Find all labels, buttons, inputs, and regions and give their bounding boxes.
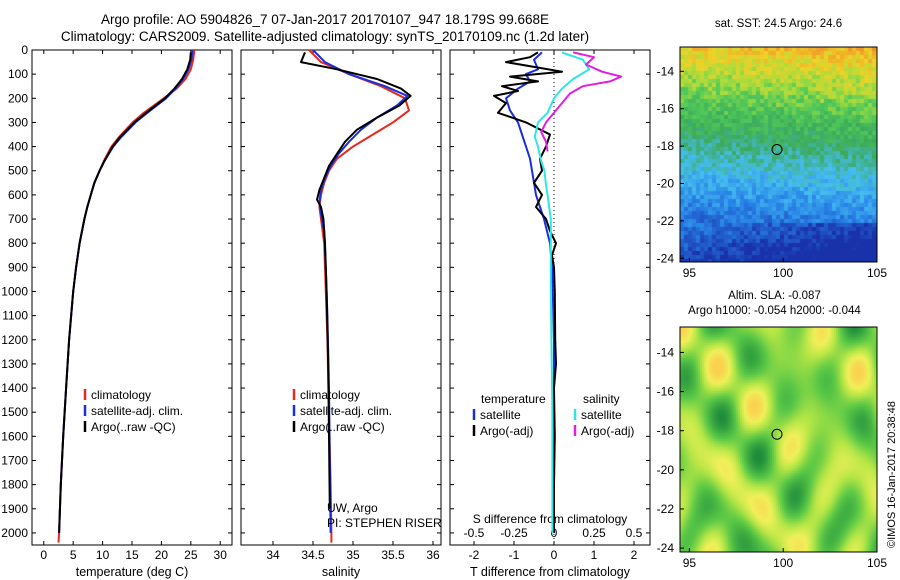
salinity-xlabel: salinity xyxy=(322,565,361,579)
s-diff-tick-label: 0.25 xyxy=(582,526,606,540)
salinity-xtick-label: 35.5 xyxy=(381,548,405,562)
sst-map xyxy=(680,47,877,262)
temperature-legend-label: satellite-adj. clim. xyxy=(91,404,183,418)
depth-tick-label: 1700 xyxy=(1,453,28,467)
salinity-frame xyxy=(240,49,442,546)
depth-tick-label: 500 xyxy=(8,164,28,178)
temp-legend-label: satellite xyxy=(480,408,521,422)
temp-legend-label: Argo(-adj) xyxy=(480,424,533,438)
panel-difference: -2 -1 0 1 2 -0.5 -0.25 0 0.25 0.5S difference fro… xyxy=(449,49,651,579)
difference-xtick-label: -2 xyxy=(469,548,480,562)
salinity-legend-label: climatology xyxy=(300,388,360,402)
timestamp-stamp: ©IMOS 16-Jan-2017 20:38:48 xyxy=(886,401,898,548)
salinity-xtick-label: 35 xyxy=(346,548,360,562)
difference-xtick-label: 2 xyxy=(631,548,638,562)
salinity-xtick-label: 34 xyxy=(266,548,280,562)
depth-tick-label: 400 xyxy=(8,140,28,154)
depth-tick-label: 200 xyxy=(8,91,28,105)
salinity-xtick-label: 36 xyxy=(426,548,440,562)
depth-tick-label: 1900 xyxy=(1,502,28,516)
depth-tick-label: 1000 xyxy=(1,284,28,298)
salinity-series-climatology xyxy=(308,49,410,543)
difference-frame xyxy=(449,49,651,546)
temperature-series-argo xyxy=(58,52,192,533)
temperature-legend-label: Argo(..raw -QC) xyxy=(91,420,176,434)
sal-legend-label: Argo(-adj) xyxy=(581,424,634,438)
s-diff-tick-label: 0.5 xyxy=(626,526,643,540)
s-diff-axis-label: S difference from climatology xyxy=(473,512,628,526)
s-diff-tick-label: -0.25 xyxy=(500,526,528,540)
s-diff-tick-label: -0.5 xyxy=(464,526,485,540)
depth-tick-label: 600 xyxy=(8,188,28,202)
temperature-xtick-label: 10 xyxy=(96,548,110,562)
temperature-xlabel: temperature (deg C) xyxy=(76,565,189,579)
depth-tick-label: 1600 xyxy=(1,429,28,443)
temperature-xtick-label: 30 xyxy=(214,548,228,562)
depth-tick-label: 800 xyxy=(8,236,28,250)
depth-tick-label: 0 xyxy=(21,43,28,57)
difference-xtick-label: 1 xyxy=(591,548,598,562)
depth-tick-label: 2000 xyxy=(1,526,28,540)
difference-series-s-satellite xyxy=(533,51,591,533)
depth-tick-label: 1800 xyxy=(1,478,28,492)
depth-tick-label: 900 xyxy=(8,260,28,274)
sal-legend-label: salinity xyxy=(583,392,620,406)
difference-xtick-label: 0 xyxy=(551,548,558,562)
temperature-xtick-label: 25 xyxy=(184,548,198,562)
temperature-series-satellite xyxy=(58,49,194,533)
panel-temperature: 0 5 10 15 20 25 300100200300400500600700800900… xyxy=(1,43,233,579)
salinity-xtick-label: 34.5 xyxy=(301,548,325,562)
sla-map xyxy=(680,327,877,552)
depth-tick-label: 1400 xyxy=(1,381,28,395)
salinity-series-argo xyxy=(300,52,412,509)
salinity-legend-label: Argo(..raw -QC) xyxy=(300,420,385,434)
depth-tick-label: 700 xyxy=(8,212,28,226)
difference-xlabel: T difference from climatology xyxy=(470,565,631,579)
salinity-legend-label: satellite-adj. clim. xyxy=(300,404,392,418)
depth-tick-label: 1100 xyxy=(2,309,28,323)
temperature-xtick-label: 5 xyxy=(70,548,77,562)
temperature-xtick-label: 0 xyxy=(40,548,47,562)
depth-tick-label: 1200 xyxy=(1,333,28,347)
title-line-1: Argo profile: AO 5904826_7 07-Jan-2017 2… xyxy=(100,12,550,27)
depth-tick-label: 1300 xyxy=(1,357,28,371)
difference-xtick-label: -1 xyxy=(509,548,520,562)
s-diff-tick-label: 0 xyxy=(551,526,558,540)
depth-tick-label: 100 xyxy=(8,67,28,81)
depth-tick-label: 1500 xyxy=(1,405,28,419)
sal-legend-label: satellite xyxy=(581,408,622,422)
salinity-annotation: PI: STEPHEN RISER xyxy=(327,516,442,530)
temp-legend-label: temperature xyxy=(481,392,546,406)
temperature-xtick-label: 15 xyxy=(125,548,139,562)
panel-salinity: 34 34.5 35 35.5 36 salinity climatology satelli… xyxy=(240,49,442,579)
temperature-xtick-label: 20 xyxy=(155,548,169,562)
salinity-annotation: UW, Argo xyxy=(327,501,378,515)
temperature-legend-label: climatology xyxy=(91,388,151,402)
difference-series-t-argo xyxy=(493,51,563,533)
title-line-2: Climatology: CARS2009. Satellite-adjuste… xyxy=(60,29,590,44)
temperature-series-climatology xyxy=(57,49,196,543)
difference-series-s-argo xyxy=(540,51,623,152)
depth-tick-label: 300 xyxy=(8,115,28,129)
